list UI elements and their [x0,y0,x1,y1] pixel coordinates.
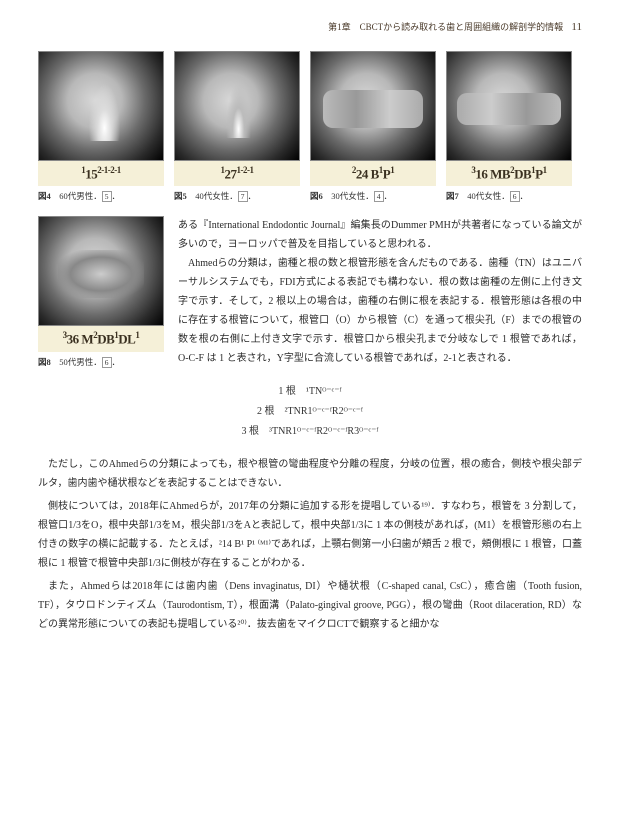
figure-caption: 図8 50代男性．6． [38,356,164,368]
page-number: 11 [571,21,582,33]
page-header: 第1章 CBCTから読み取れる歯と周囲組織の解剖学的情報 11 [38,20,582,33]
root-2: 2 根 ²TNR1ᴼ⁻ᶜ⁻ᶠR2ᴼ⁻ᶜ⁻ᶠ [38,402,582,421]
figure-caption: 図7 40代女性．6． [446,190,572,202]
root-3: 3 根 ³TNR1ᴼ⁻ᶜ⁻ᶠR2ᴼ⁻ᶜ⁻ᶠR3ᴼ⁻ᶜ⁻ᶠ [38,422,582,441]
figure-code: 1152-1-2-1 [38,161,164,186]
root-notation-list: 1 根 ¹TNᴼ⁻ᶜ⁻ᶠ 2 根 ²TNR1ᴼ⁻ᶜ⁻ᶠR2ᴼ⁻ᶜ⁻ᶠ 3 根 ³… [38,382,582,441]
figure-7: 316 MB2DB1P1 図7 40代女性．6． [446,51,572,202]
figure-caption: 図4 60代男性．5． [38,190,164,202]
cbct-image [38,51,164,161]
cbct-image [446,51,572,161]
figure-code: 224 B1P1 [310,161,436,186]
paragraph-4: 側枝については，2018年にAhmedらが，2017年の分類に追加する形を提唱し… [38,497,582,573]
figure-code: 336 M2DB1DL1 [38,326,164,351]
paragraph-1: ある『International Endodontic Journal』編集長の… [178,216,582,254]
root-1: 1 根 ¹TNᴼ⁻ᶜ⁻ᶠ [38,382,582,401]
body-text-right: ある『International Endodontic Journal』編集長の… [178,216,582,368]
figure-4: 1152-1-2-1 図4 60代男性．5． [38,51,164,202]
paragraph-5: また，Ahmedらは2018年には歯内歯（Dens invaginatus, D… [38,577,582,634]
figure-code: 1271-2-1 [174,161,300,186]
figure-8: 336 M2DB1DL1 図8 50代男性．6． [38,216,164,368]
figure-caption: 図6 30代女性．4． [310,190,436,202]
figure-code: 316 MB2DB1P1 [446,161,572,186]
figure-5: 1271-2-1 図5 40代女性．7． [174,51,300,202]
figures-row-top: 1152-1-2-1 図4 60代男性．5． 1271-2-1 図5 40代女性… [38,51,582,202]
paragraph-3: ただし，このAhmedらの分類によっても，根や根管の彎曲程度や分離の程度，分岐の… [38,455,582,493]
cbct-image [310,51,436,161]
mid-section: 336 M2DB1DL1 図8 50代男性．6． ある『Internationa… [38,216,582,368]
figure-6: 224 B1P1 図6 30代女性．4． [310,51,436,202]
paragraph-2: Ahmedらの分類は，歯種と根の数と根管形態を含んだものである．歯種（TN）はユ… [178,254,582,368]
cbct-image [38,216,164,326]
chapter-title: 第1章 CBCTから読み取れる歯と周囲組織の解剖学的情報 [328,22,563,32]
cbct-image [174,51,300,161]
figure-caption: 図5 40代女性．7． [174,190,300,202]
